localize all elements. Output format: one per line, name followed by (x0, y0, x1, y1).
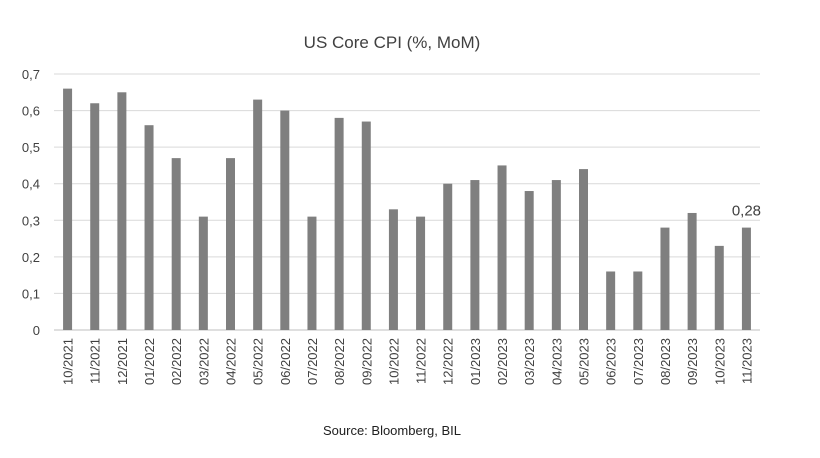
source-note: Source: Bloomberg, BIL (323, 423, 461, 438)
y-tick-label: 0,4 (22, 177, 40, 192)
bar (497, 165, 507, 330)
x-tick-label: 12/2021 (115, 338, 130, 385)
x-tick-label: 10/2022 (386, 338, 401, 385)
x-tick-label: 03/2023 (522, 338, 537, 385)
data-label: 0,28 (732, 203, 761, 220)
y-axis-ticks: 0 0,1 0,2 0,3 0,4 0,5 0,6 0,7 (22, 67, 40, 338)
bar (660, 227, 670, 330)
y-tick-label: 0,1 (22, 286, 40, 301)
x-tick-label: 10/2021 (61, 338, 76, 385)
y-tick-label: 0,2 (22, 250, 40, 265)
x-tick-label: 10/2023 (712, 338, 727, 385)
y-tick-label: 0,7 (22, 67, 40, 82)
bar (551, 180, 561, 330)
y-tick-label: 0,3 (22, 213, 40, 228)
y-tick-label: 0 (33, 323, 40, 338)
y-tick-label: 0,6 (22, 104, 40, 119)
bar (714, 245, 724, 330)
x-tick-label: 11/2021 (88, 338, 103, 384)
x-tick-label: 09/2023 (685, 338, 700, 385)
y-tick-label: 0,5 (22, 140, 40, 155)
x-tick-label: 04/2023 (549, 338, 564, 385)
bar (443, 183, 453, 330)
bar (633, 271, 643, 330)
x-tick-label: 02/2023 (495, 338, 510, 385)
x-axis-ticks: 10/2021 11/2021 12/2021 01/2022 02/2022 03/20… (61, 338, 755, 385)
x-tick-label: 11/2023 (739, 338, 754, 384)
bar (388, 209, 398, 330)
bar (117, 92, 127, 331)
x-tick-label: 07/2022 (305, 338, 320, 385)
bar (579, 169, 588, 330)
bar (226, 158, 235, 330)
x-tick-label: 11/2022 (414, 338, 429, 384)
x-tick-label: 06/2022 (278, 338, 293, 385)
bar (307, 216, 317, 330)
bar (280, 110, 290, 330)
x-tick-label: 08/2022 (332, 338, 347, 385)
x-tick-label: 05/2022 (251, 338, 266, 385)
bar (198, 216, 208, 330)
bar (90, 103, 100, 330)
x-tick-label: 01/2023 (468, 338, 483, 385)
chart-title: US Core CPI (%, MoM) (304, 33, 481, 52)
x-tick-label: 07/2023 (631, 338, 646, 385)
data-labels: 0,28 (732, 203, 761, 220)
x-tick-label: 01/2022 (142, 338, 157, 385)
gridlines (54, 73, 760, 294)
bar (334, 117, 344, 330)
bar (144, 125, 154, 330)
bar (524, 191, 534, 330)
bar (687, 212, 697, 330)
x-tick-label: 08/2023 (658, 338, 673, 385)
x-tick-label: 03/2022 (196, 338, 211, 385)
x-tick-label: 05/2023 (577, 338, 592, 385)
bar (361, 121, 371, 331)
bar (171, 158, 181, 330)
bar (416, 216, 426, 330)
x-tick-label: 12/2022 (441, 338, 456, 385)
bar (253, 99, 263, 330)
x-tick-label: 04/2022 (224, 338, 239, 385)
bars (63, 88, 751, 331)
x-tick-label: 09/2022 (359, 338, 374, 385)
x-tick-label: 02/2022 (169, 338, 184, 385)
bar (606, 271, 616, 330)
bar (470, 180, 480, 330)
bar (63, 88, 73, 330)
x-tick-label: 06/2023 (604, 338, 619, 385)
bar (741, 227, 751, 330)
